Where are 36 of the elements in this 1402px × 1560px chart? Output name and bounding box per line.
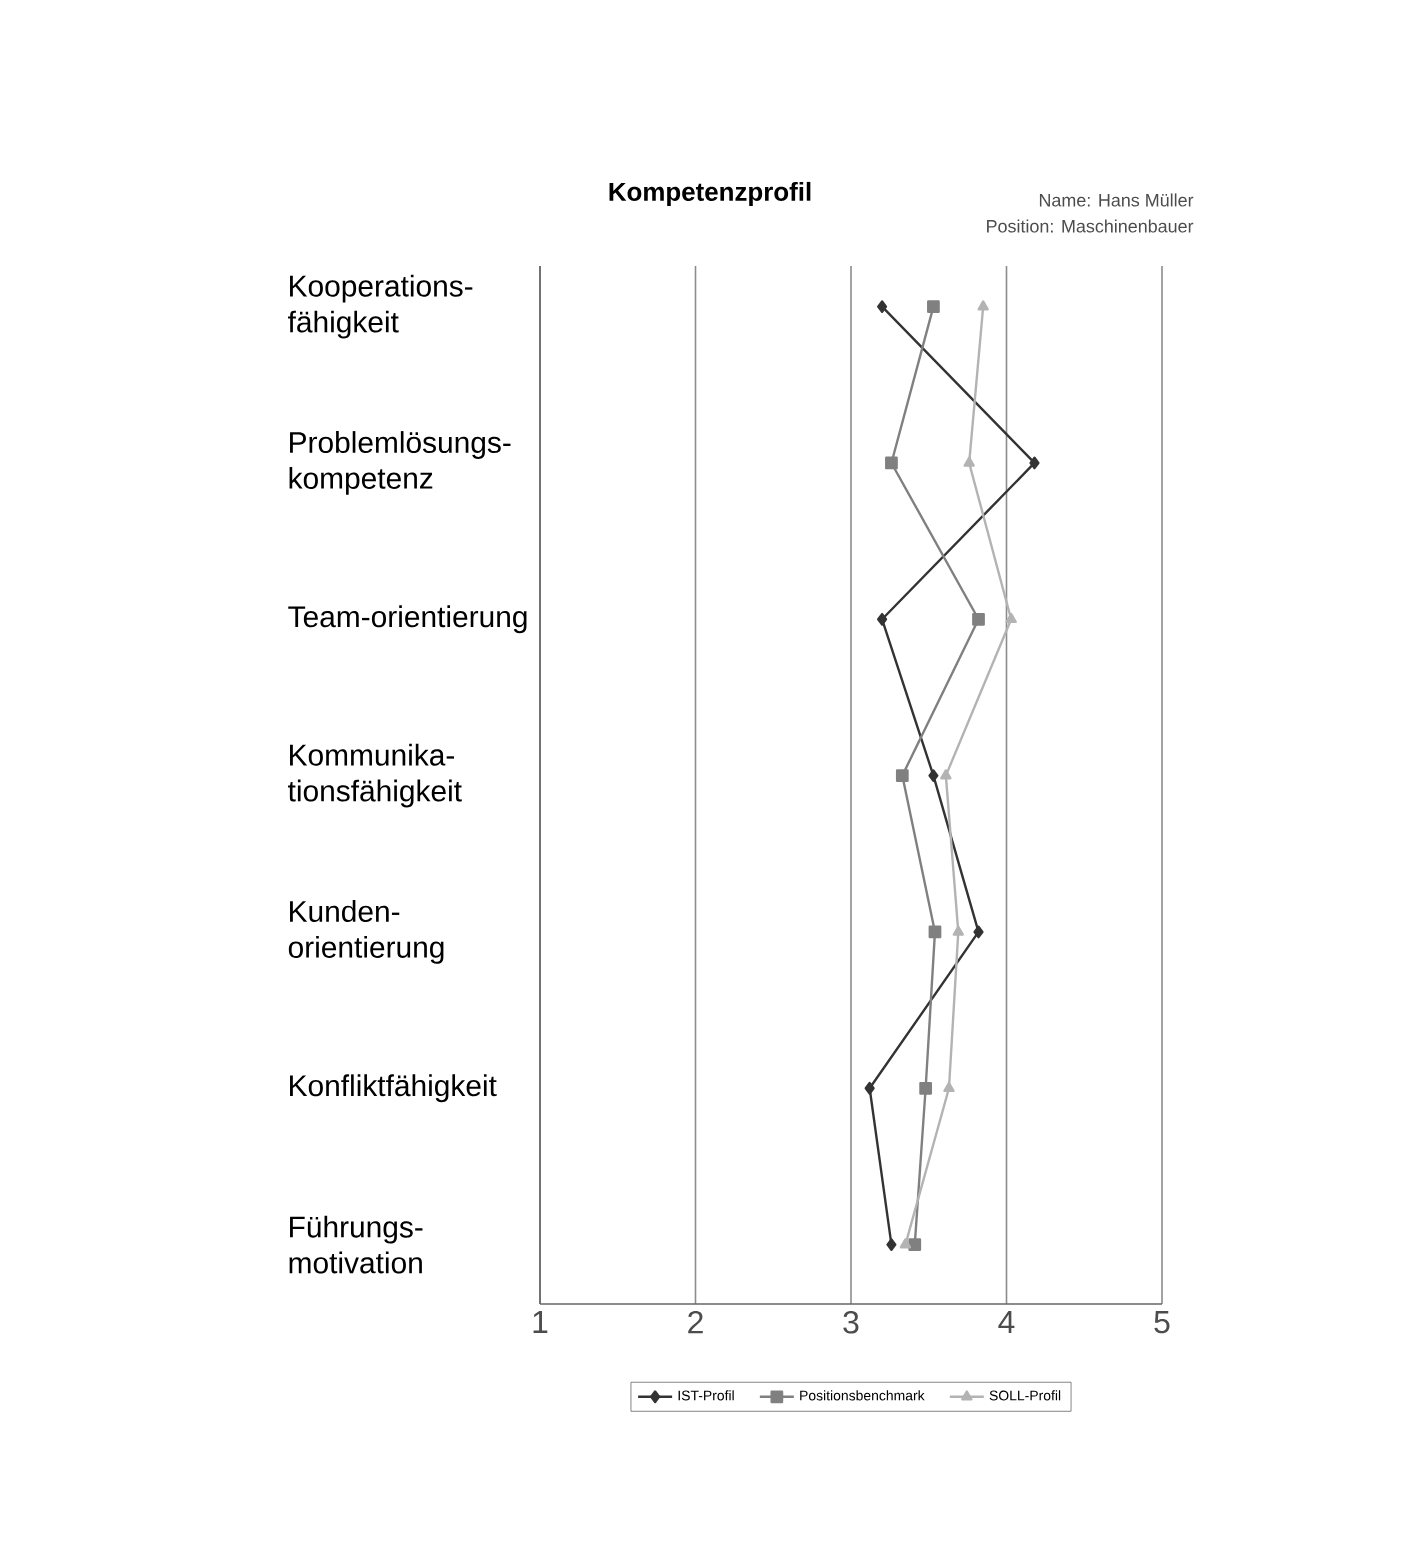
text: Name: Hans Müller <box>1039 193 1194 207</box>
point <box>899 1238 912 1249</box>
x-tick-label: 4 <box>998 1311 1015 1333</box>
point <box>940 769 952 780</box>
y-tick-label: Kunden-orientierung <box>288 900 444 964</box>
point <box>919 1081 933 1095</box>
y-tick-label: Konfliktfähigkeit <box>290 1074 497 1103</box>
x-tick-label: 5 <box>1154 1311 1170 1334</box>
point <box>972 612 985 626</box>
point <box>1005 612 1017 624</box>
text: Position: Maschinenbauer <box>987 219 1194 233</box>
x-tick-label: 1 <box>533 1311 548 1333</box>
y-tick-label: Führungs-motivation <box>289 1215 423 1274</box>
point <box>927 300 940 314</box>
x-tick-label: 2 <box>688 1311 703 1334</box>
point <box>928 925 942 939</box>
point <box>977 300 989 311</box>
point <box>895 769 909 782</box>
x-tick-label: 3 <box>843 1311 859 1334</box>
point <box>908 1238 922 1251</box>
point <box>864 1081 875 1095</box>
point <box>877 300 888 314</box>
point <box>1029 456 1040 470</box>
y-tick-label: Team-orientierung <box>288 605 527 634</box>
point <box>973 925 984 939</box>
point <box>886 1238 897 1251</box>
point <box>943 1081 955 1093</box>
point <box>877 612 888 626</box>
y-tick-label: Kooperations-fähigkeit <box>288 274 473 339</box>
y-tick-label: Kommunika-tionsfähigkeit <box>288 743 462 808</box>
point <box>963 456 975 467</box>
point <box>885 456 898 470</box>
chart-title: Kompetenzprofil <box>609 181 811 207</box>
y-tick-label: Problemlösungs-kompetenz <box>289 431 511 495</box>
point <box>952 925 964 936</box>
point <box>928 769 939 782</box>
